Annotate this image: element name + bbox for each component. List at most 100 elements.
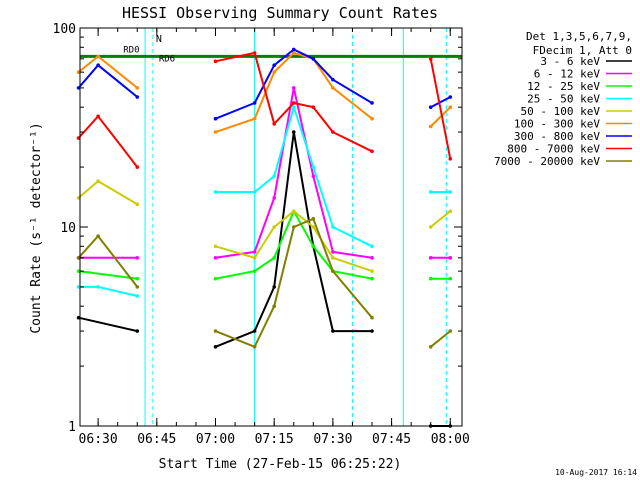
x-tick-label: 07:45 [372, 432, 411, 447]
annotation-rd0: RD0 [123, 45, 139, 55]
series-point [213, 329, 218, 333]
series-point [370, 329, 374, 333]
series-point [428, 345, 433, 349]
series-point [428, 256, 433, 260]
series-point [213, 59, 218, 64]
series-point [311, 216, 316, 221]
series-point [291, 105, 296, 109]
legend-label: 3 - 6 keV [540, 55, 600, 68]
annotation-n: N [156, 34, 162, 45]
series-point [311, 225, 316, 229]
series-point [213, 256, 218, 260]
series-point [76, 269, 81, 273]
series-point [331, 250, 335, 254]
series-point [311, 57, 316, 61]
y-axis: 1 10 100 [53, 22, 462, 435]
series-point [291, 225, 296, 229]
series-point [213, 276, 218, 281]
series-point [370, 244, 374, 249]
x-tick-label: 07:00 [196, 432, 235, 447]
series-point [252, 250, 257, 254]
series-line [77, 48, 451, 120]
series-point [370, 276, 374, 281]
legend-label: 25 - 50 keV [527, 93, 600, 106]
series-point [96, 114, 100, 119]
series-point [76, 86, 81, 90]
series-point [213, 190, 218, 194]
chart-title: HESSI Observing Summary Count Rates [122, 4, 438, 22]
legend: Det 1,3,5,6,7,9, FDecim 1, Att 0 3 - 6 k… [494, 30, 632, 168]
series-point [272, 196, 276, 200]
y-tick-label: 100 [53, 22, 76, 37]
series-point [370, 256, 374, 260]
series-point [331, 225, 335, 229]
annotation-rd6: RD6 [159, 54, 175, 64]
series-point [96, 285, 100, 289]
series-point [272, 174, 276, 179]
series-point [213, 116, 218, 121]
series-point [272, 70, 276, 74]
series-point [252, 269, 257, 273]
legend-title-line-2: FDecim 1, Att 0 [533, 44, 632, 57]
series-point [448, 256, 453, 260]
series-point [428, 190, 433, 194]
series-point [135, 276, 140, 281]
series-point [252, 116, 257, 121]
footer-date: 10-Aug-2017 16:14 [555, 468, 637, 477]
series-point [291, 130, 296, 134]
series-line [77, 51, 452, 168]
series-point [135, 294, 140, 298]
series-point [448, 190, 453, 194]
y-axis-label: Count Rate (s⁻¹ detector⁻¹) [29, 122, 44, 333]
series-point [213, 244, 218, 249]
x-axis-label: Start Time (27-Feb-15 06:25:22) [159, 457, 402, 472]
series-point [213, 345, 218, 349]
x-tick-label: 07:15 [255, 432, 294, 447]
x-axis: 06:30 06:45 07:00 07:15 07:30 07:45 08:00 [79, 28, 470, 447]
series-point [331, 269, 335, 273]
series-point [331, 77, 335, 82]
series-point [370, 116, 374, 121]
y-tick-label: 10 [60, 221, 76, 236]
legend-label: 12 - 25 keV [527, 80, 600, 93]
series-point [291, 209, 296, 214]
series-point [311, 105, 316, 109]
series-point [311, 244, 316, 249]
x-tick-label: 06:45 [137, 432, 176, 447]
series-point [448, 105, 453, 109]
y-tick-label: 1 [68, 420, 76, 435]
series-point [291, 101, 296, 105]
series-point [428, 105, 433, 109]
series-point [76, 196, 81, 200]
series-point [252, 101, 257, 105]
series-point [311, 174, 316, 179]
series-point [135, 256, 140, 260]
legend-label: 50 - 100 keV [521, 105, 601, 118]
series-point [252, 329, 257, 333]
series-line [78, 210, 451, 280]
series-point [331, 329, 335, 333]
series-point [272, 63, 276, 68]
legend-title-line-1: Det 1,3,5,6,7,9, [526, 30, 632, 43]
series-line [77, 217, 451, 348]
series-point [370, 315, 374, 320]
series-point [135, 202, 140, 207]
series-point [272, 122, 276, 126]
series-point [96, 179, 100, 183]
plot-area: N RD0 RD6 [76, 28, 462, 428]
series-point [370, 101, 374, 105]
series-point [96, 54, 100, 59]
series-point [96, 234, 100, 238]
series-point [370, 149, 374, 154]
series-point [252, 190, 257, 194]
series-point [291, 86, 296, 90]
series-point [331, 256, 335, 260]
series-point [448, 157, 453, 161]
series-point [76, 70, 81, 74]
legend-label: 6 - 12 keV [534, 68, 601, 81]
series-point [76, 315, 81, 320]
series-point [213, 130, 218, 134]
series-point [76, 256, 81, 260]
series-point [428, 124, 433, 129]
